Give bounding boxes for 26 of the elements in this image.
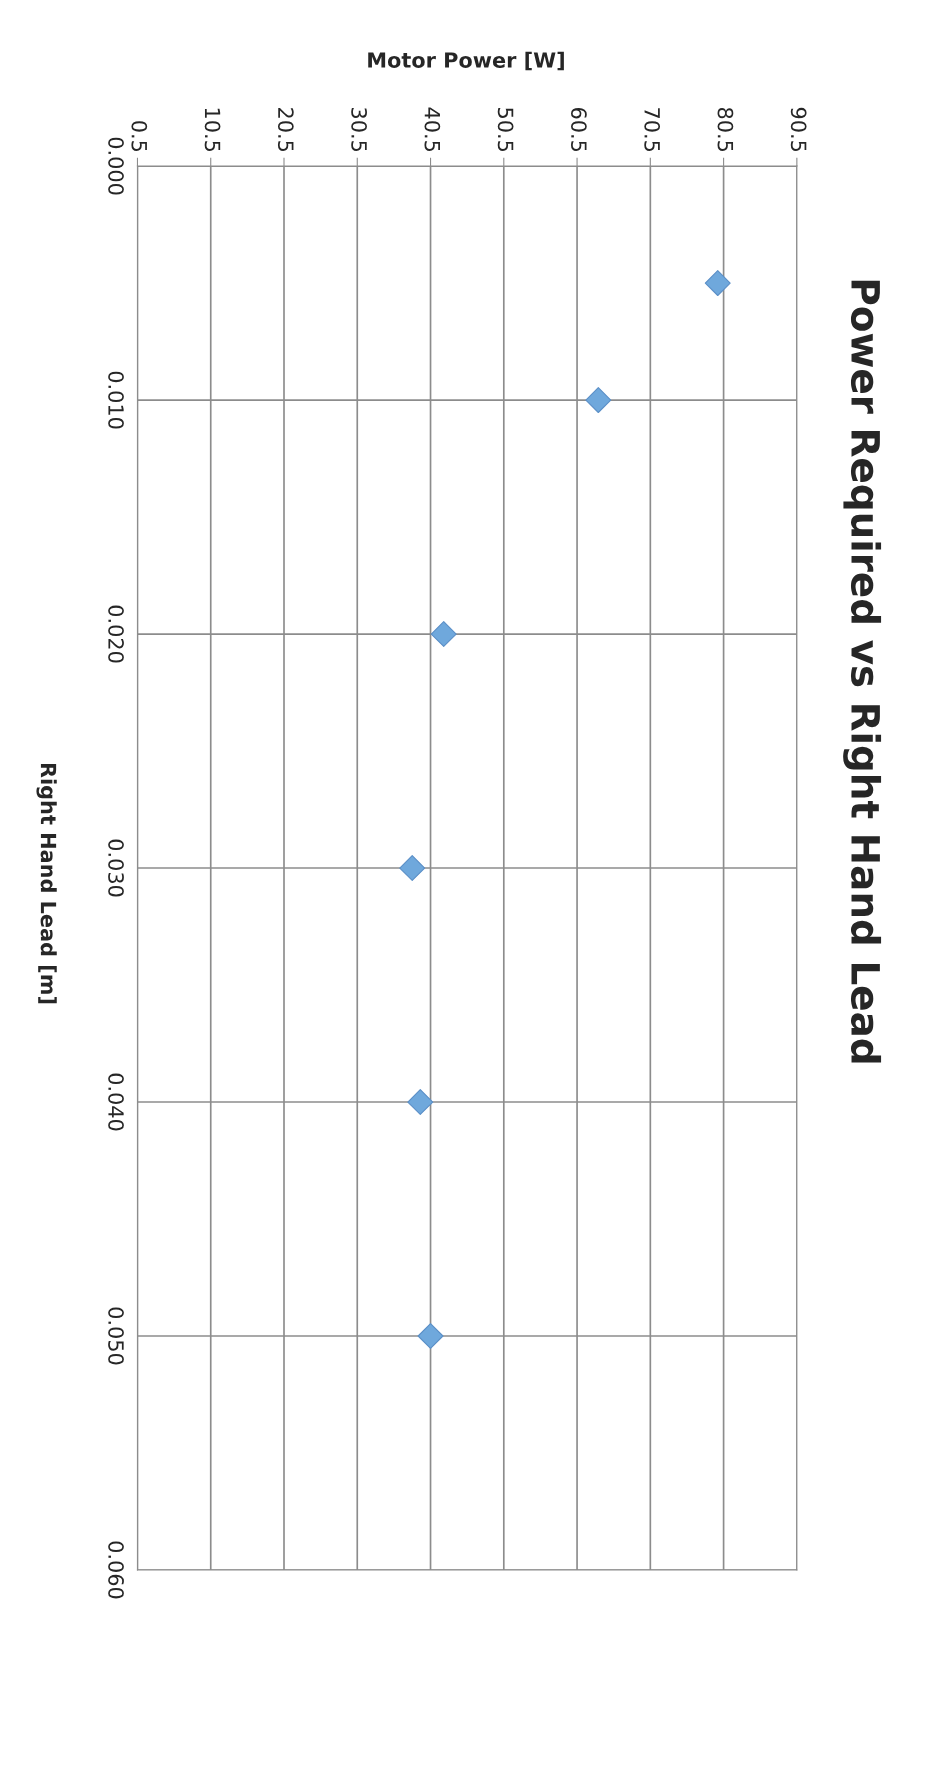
- y-tick-label: 0.040: [108, 1073, 124, 1131]
- y-tick-label: 0.060: [108, 1541, 124, 1599]
- x-tick-label: 30.5: [351, 108, 367, 152]
- y-tick-label: 0.050: [108, 1307, 124, 1365]
- y-axis-title: Right Hand Lead [m]: [36, 763, 57, 1004]
- point: [399, 855, 426, 882]
- x-tick-label: 60.5: [571, 107, 587, 152]
- y-tick-label: 0.010: [108, 371, 124, 429]
- x-tick-label: 50.5: [497, 108, 514, 152]
- text: Power Required vs Right Hand Lead: [843, 280, 882, 1063]
- x-tick-label: 20.5: [277, 108, 294, 152]
- point: [430, 621, 457, 648]
- y-tick-label: 0.020: [108, 605, 124, 663]
- x-tick-label: 0.5: [131, 121, 148, 152]
- point: [417, 1323, 444, 1349]
- x-axis-title: Motor Power [W]: [368, 51, 564, 71]
- point: [704, 270, 731, 297]
- x-tick-label: 40.5: [424, 107, 441, 152]
- x-tick-label: 70.5: [644, 108, 661, 152]
- point: [407, 1089, 434, 1115]
- x-tick-label: 10.5: [204, 108, 221, 152]
- x-tick-label: 80.5: [717, 107, 734, 152]
- x-tick-label: 90.5: [790, 107, 807, 152]
- y-tick-label: 0.030: [108, 839, 124, 897]
- y-tick-label: 0.000: [108, 137, 124, 195]
- point: [585, 387, 612, 414]
